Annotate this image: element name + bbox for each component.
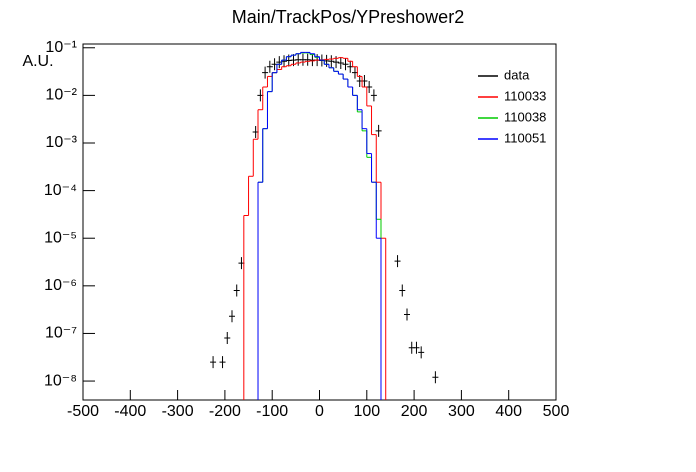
x-tick-label: 300 bbox=[448, 403, 475, 420]
y-tick-label: 10⁻¹ bbox=[45, 39, 77, 56]
data-point bbox=[233, 284, 240, 297]
data-point bbox=[413, 341, 420, 354]
y-tick-label: 10⁻⁸ bbox=[44, 372, 77, 389]
x-tick-label: 0 bbox=[315, 403, 324, 420]
legend-label: 110051 bbox=[504, 130, 546, 145]
x-tick-label: 500 bbox=[543, 403, 570, 420]
data-point bbox=[342, 58, 349, 71]
x-tick-label: -400 bbox=[114, 403, 146, 420]
chart-title: Main/TrackPos/YPreshower2 bbox=[232, 7, 464, 27]
x-tick-label: 100 bbox=[353, 403, 380, 420]
data-point bbox=[347, 60, 354, 73]
x-tick-label: 200 bbox=[401, 403, 428, 420]
x-tick-label: -300 bbox=[162, 403, 194, 420]
data-point bbox=[337, 56, 344, 69]
data-point bbox=[375, 124, 382, 137]
data-point bbox=[219, 356, 226, 369]
data-point bbox=[228, 310, 235, 323]
x-tick-label: -100 bbox=[256, 403, 288, 420]
data-point bbox=[370, 89, 377, 102]
data-point bbox=[399, 284, 406, 297]
data-point bbox=[328, 55, 335, 68]
data-point bbox=[224, 332, 231, 345]
y-tick-label: 10⁻⁴ bbox=[44, 182, 77, 199]
y-tick-label: 10⁻² bbox=[45, 87, 77, 104]
y-tick-label: 10⁻³ bbox=[45, 134, 77, 151]
legend-label: 110038 bbox=[504, 109, 546, 124]
x-tick-label: 400 bbox=[495, 403, 522, 420]
data-point bbox=[262, 66, 269, 79]
data-point bbox=[210, 356, 217, 369]
y-tick-label: 10⁻⁵ bbox=[44, 229, 77, 246]
y-axis-label: A.U. bbox=[22, 53, 53, 70]
y-tick-label: 10⁻⁷ bbox=[45, 325, 77, 342]
x-tick-label: -200 bbox=[209, 403, 241, 420]
y-tick-label: 10⁻⁶ bbox=[44, 277, 77, 294]
data-point bbox=[432, 371, 439, 384]
legend-label: data bbox=[504, 67, 530, 82]
data-point bbox=[394, 255, 401, 268]
data-point bbox=[266, 60, 273, 73]
data-point bbox=[404, 308, 411, 321]
data-point bbox=[366, 80, 373, 93]
data-point bbox=[418, 346, 425, 359]
legend-label: 110033 bbox=[504, 88, 546, 103]
x-tick-label: -500 bbox=[67, 403, 99, 420]
